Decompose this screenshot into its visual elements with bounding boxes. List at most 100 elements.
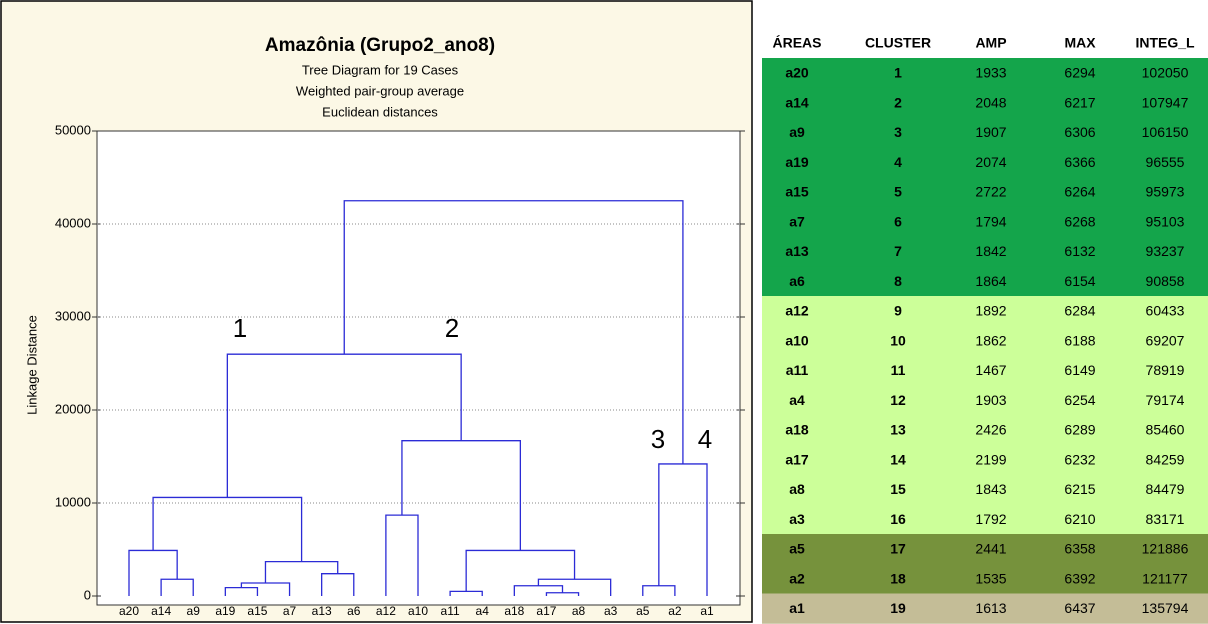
table-cell: a17 [785, 451, 809, 467]
table-cell: 1792 [975, 511, 1006, 527]
table-cell: 6132 [1064, 243, 1095, 259]
x-tick-label: a19 [215, 604, 235, 618]
table-cell: 1842 [975, 243, 1006, 259]
table-cell: 69207 [1146, 332, 1185, 348]
x-tick-label: a11 [441, 604, 460, 618]
table-cell: 6392 [1064, 570, 1095, 586]
chart-subtitle: Weighted pair-group average [296, 83, 464, 98]
table-row [762, 325, 1208, 356]
x-tick-label: a20 [119, 604, 139, 618]
table-cell: 18 [890, 570, 906, 586]
table-cell: a3 [789, 511, 805, 527]
table-cell: 2 [894, 94, 902, 110]
table-cell: a7 [789, 213, 805, 229]
table-cell: 95103 [1146, 213, 1185, 229]
table-cell: 1467 [975, 362, 1006, 378]
table-cell: 19 [890, 600, 906, 616]
x-tick-label: a5 [636, 604, 650, 618]
table-cell: 1862 [975, 332, 1006, 348]
table-row [762, 415, 1208, 446]
table-cell: 1794 [975, 213, 1006, 229]
table-cell: a20 [785, 65, 809, 81]
table-cell: 6437 [1064, 600, 1095, 616]
table-cell: 6154 [1064, 273, 1095, 289]
table-cell: a19 [785, 154, 809, 170]
table-row [762, 563, 1208, 594]
table-row [762, 474, 1208, 505]
table-cell: 6210 [1064, 511, 1095, 527]
table-cell: 107947 [1142, 94, 1189, 110]
x-tick-label: a1 [700, 604, 714, 618]
table-cell: a14 [785, 94, 809, 110]
table-row [762, 355, 1208, 386]
table-row [762, 206, 1208, 237]
table-cell: 2722 [975, 184, 1006, 200]
table-cell: a8 [789, 481, 805, 497]
table-row [762, 593, 1208, 624]
table-cell: 16 [890, 511, 906, 527]
table-cell: 5 [894, 184, 902, 200]
table-row [762, 87, 1208, 118]
table-cell: 1933 [975, 65, 1006, 81]
annotation: 3 [651, 424, 665, 454]
table-cell: 1843 [975, 481, 1006, 497]
table-header: ÁREAS [772, 35, 821, 51]
table-cell: a1 [789, 600, 805, 616]
table-cell: 1613 [975, 600, 1006, 616]
table-cell: 121177 [1142, 570, 1188, 586]
chart-subtitle: Tree Diagram for 19 Cases [302, 62, 459, 77]
table-cell: 6264 [1064, 184, 1095, 200]
x-tick-label: a7 [283, 604, 297, 618]
table-cell: a13 [785, 243, 809, 259]
x-tick-label: a18 [504, 604, 524, 618]
table-row [762, 296, 1208, 327]
table-cell: 6294 [1064, 65, 1095, 81]
table-cell: 121886 [1142, 541, 1189, 557]
table-row [762, 444, 1208, 475]
table-cell: 6215 [1064, 481, 1095, 497]
table-cell: a11 [786, 362, 809, 378]
table-cell: 83171 [1146, 511, 1185, 527]
table-cell: a5 [789, 541, 805, 557]
table-row [762, 385, 1208, 416]
x-tick-label: a3 [604, 604, 618, 618]
table-cell: 93237 [1146, 243, 1185, 259]
table-header: AMP [975, 35, 1006, 51]
table-cell: 9 [894, 303, 902, 319]
x-tick-label: a10 [408, 604, 428, 618]
table-cell: 1864 [975, 273, 1006, 289]
table-row [762, 236, 1208, 267]
x-tick-label: a2 [668, 604, 682, 618]
table-cell: 102050 [1142, 65, 1189, 81]
table-cell: 90858 [1146, 273, 1185, 289]
table-cell: 78919 [1146, 362, 1185, 378]
table-cell: 14 [890, 451, 906, 467]
chart-title: Amazônia (Grupo2_ano8) [265, 35, 495, 56]
table-cell: 85460 [1146, 422, 1185, 438]
y-tick-label: 10000 [55, 494, 91, 509]
chart-subtitle: Euclidean distances [322, 104, 438, 119]
table-row [762, 534, 1208, 565]
x-tick-label: a13 [312, 604, 332, 618]
table-cell: 13 [890, 422, 906, 438]
table-cell: a10 [785, 332, 809, 348]
y-tick-label: 40000 [55, 215, 91, 230]
table-cell: 1 [894, 65, 902, 81]
y-tick-label: 0 [84, 587, 91, 602]
y-tick-label: 20000 [55, 401, 91, 416]
table-cell: 2199 [975, 451, 1006, 467]
table-cell: 1903 [975, 392, 1006, 408]
table-cell: 7 [894, 243, 902, 259]
table-cell: 10 [890, 332, 906, 348]
table-cell: 2074 [975, 154, 1006, 170]
y-tick-label: 50000 [55, 122, 91, 137]
y-axis-label: Linkage Distance [24, 315, 39, 415]
table-row [762, 266, 1208, 297]
table-cell: 12 [890, 392, 906, 408]
table-header: MAX [1064, 35, 1096, 51]
table-cell: 6289 [1064, 422, 1095, 438]
table-cell: a9 [789, 124, 805, 140]
x-tick-label: a12 [376, 604, 396, 618]
table-cell: 6284 [1064, 303, 1095, 319]
